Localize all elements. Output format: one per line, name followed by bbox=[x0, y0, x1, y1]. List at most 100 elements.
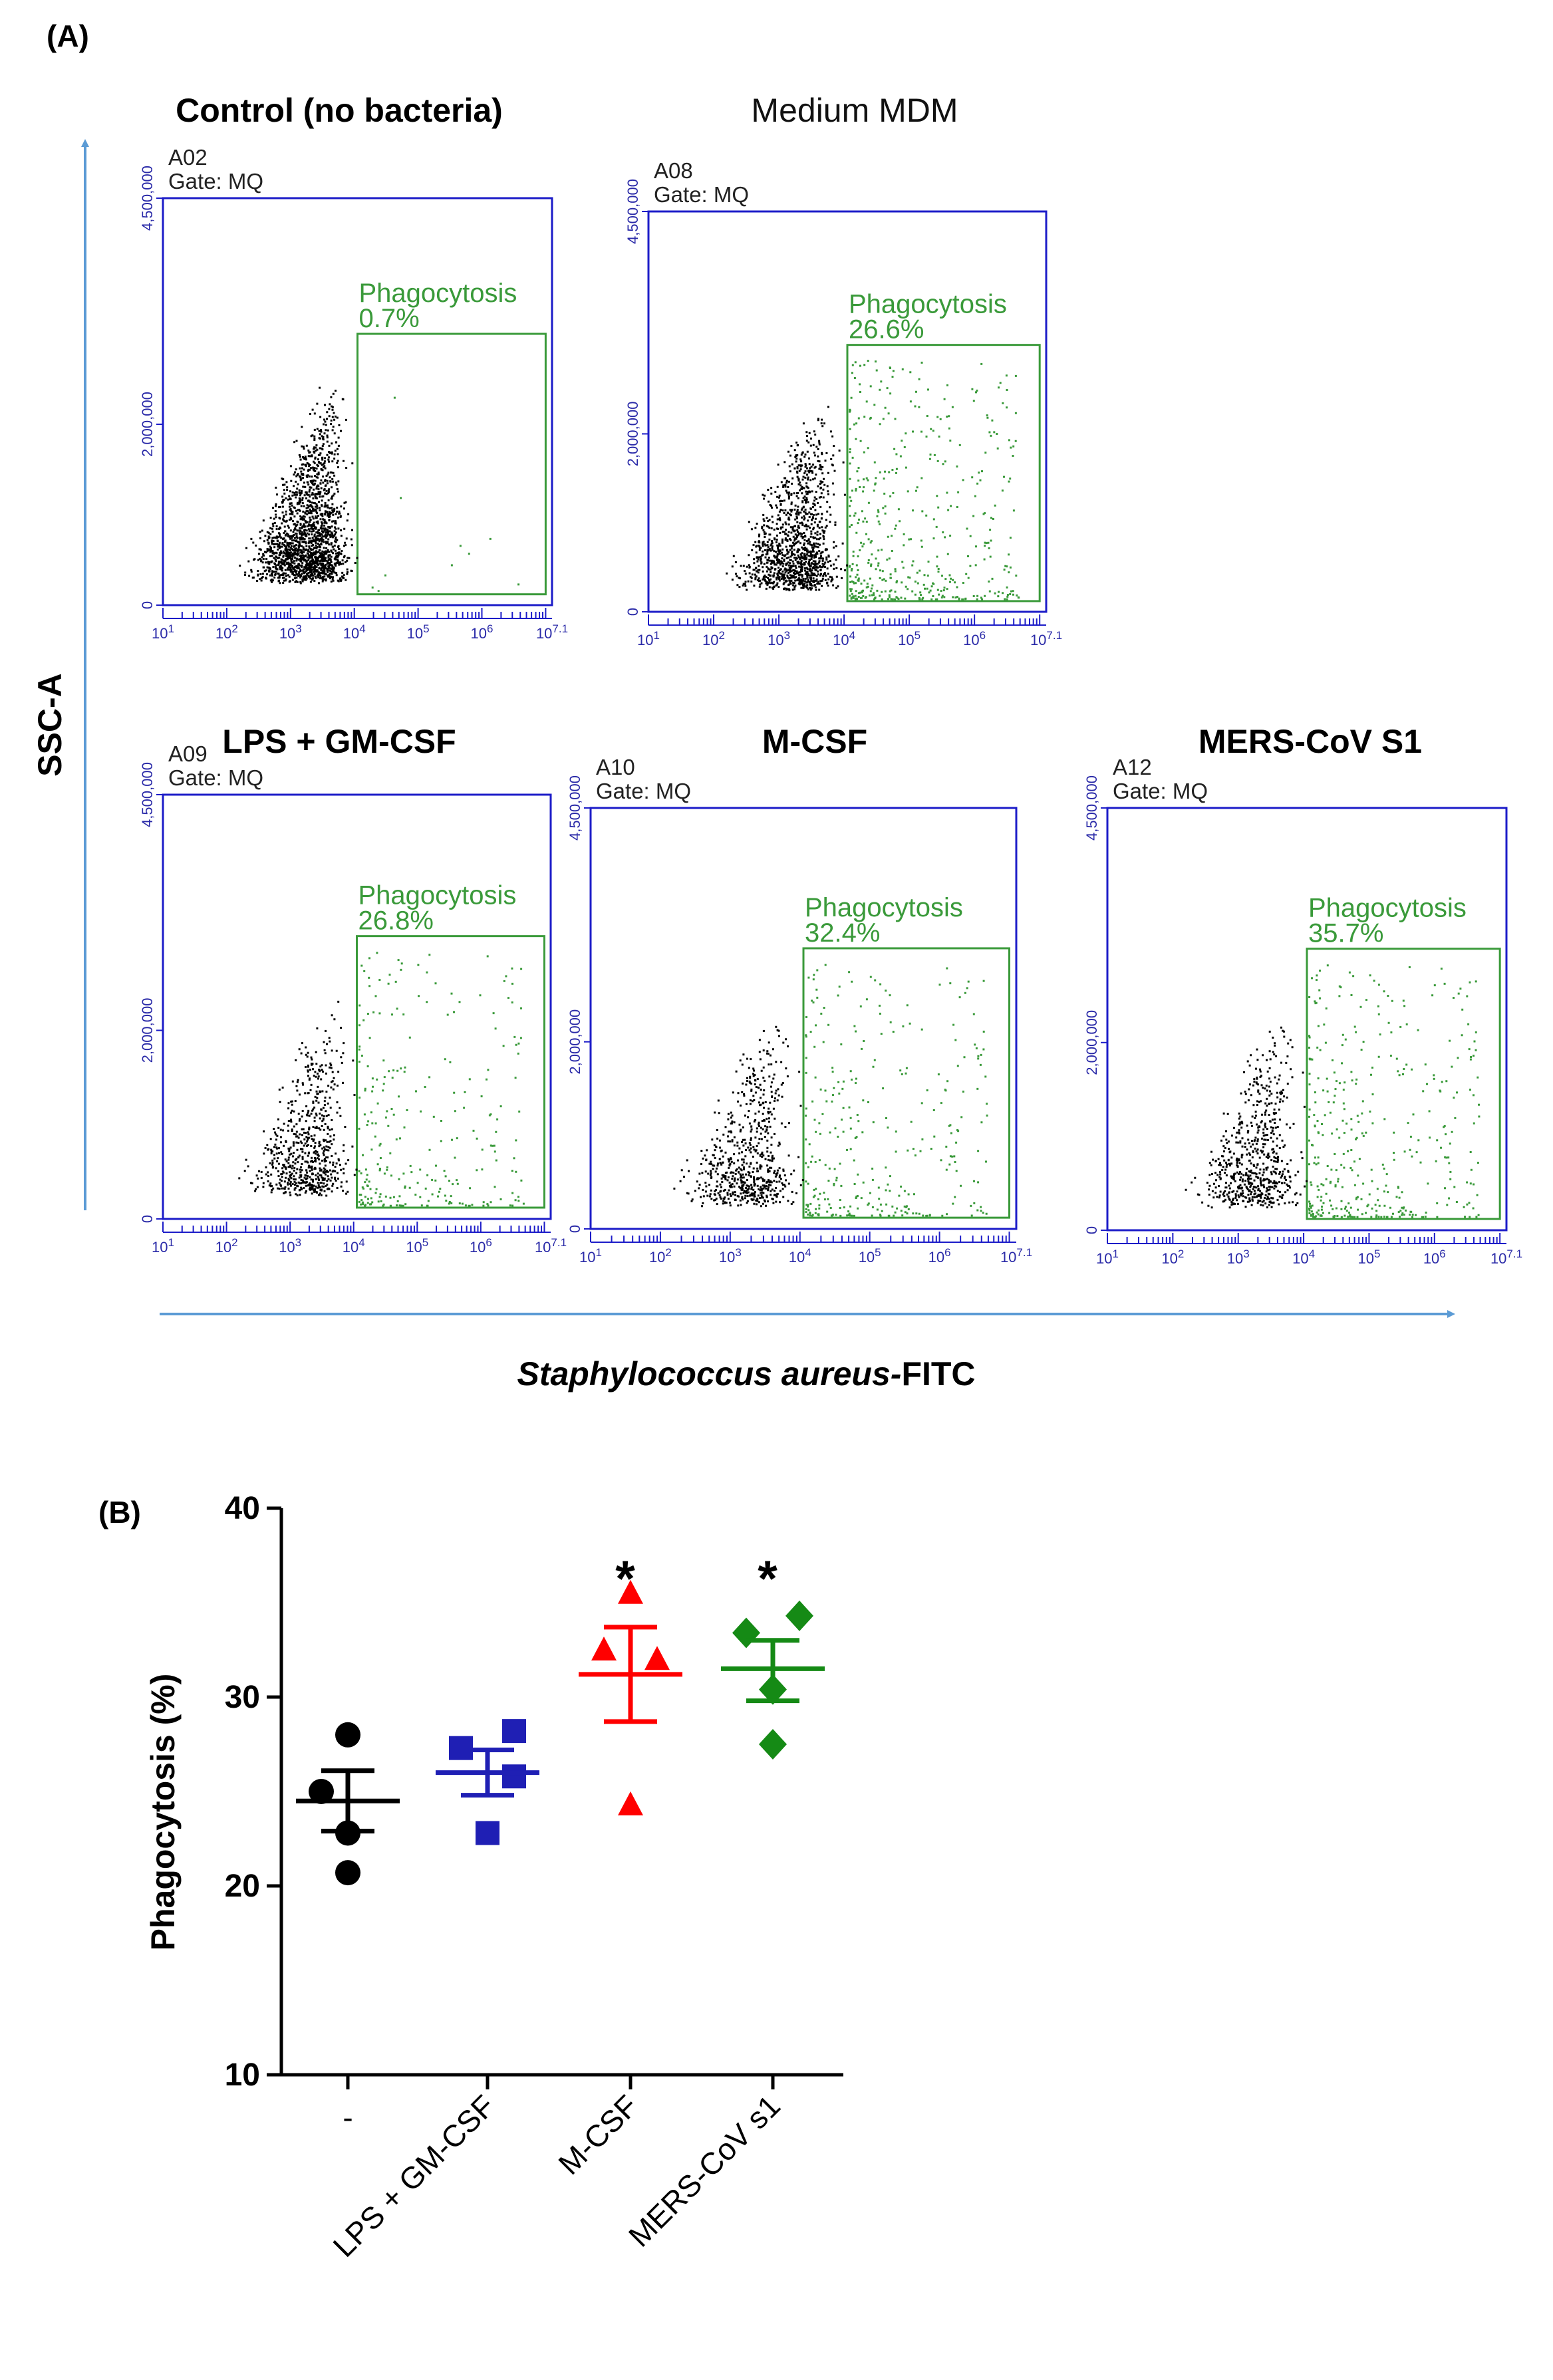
plot-frame bbox=[162, 197, 553, 606]
x-tick-base: 10 bbox=[702, 632, 718, 648]
gate-label: Gate: MQ bbox=[596, 779, 691, 803]
x-tick-base: 10 bbox=[1357, 1250, 1373, 1267]
x-tick-label: 107.1 bbox=[535, 1236, 567, 1256]
x-tick-exponent: 3 bbox=[295, 622, 301, 635]
gate-label: Gate: MQ bbox=[168, 169, 263, 194]
y-tick-label: 0 bbox=[139, 1215, 156, 1223]
x-tick-label: 104 bbox=[343, 622, 366, 642]
x-tick-label: 107.1 bbox=[1000, 1246, 1032, 1265]
event-cloud bbox=[673, 964, 988, 1217]
group-1 bbox=[436, 1719, 539, 1845]
events-outside-gate bbox=[238, 1000, 358, 1197]
phagocytosis-gate bbox=[846, 344, 1041, 602]
gate-label: Gate: MQ bbox=[168, 765, 263, 790]
plot-frame bbox=[162, 793, 552, 1220]
x-tick-label: 101 bbox=[579, 1246, 602, 1265]
x-tick-base: 10 bbox=[152, 625, 168, 642]
x-tick-exponent: 2 bbox=[719, 629, 725, 642]
data-point bbox=[591, 1637, 617, 1660]
x-tick-exponent: 7.1 bbox=[1016, 1246, 1032, 1259]
panel-a-x-axis: Staphylococcus aureus-FITC bbox=[160, 1310, 1455, 1392]
events-outside-gate bbox=[726, 406, 848, 592]
x-tick-label: 107.1 bbox=[1030, 629, 1062, 648]
x-tick-exponent: 1 bbox=[1113, 1248, 1119, 1260]
data-point bbox=[502, 1719, 526, 1744]
x-tick-exponent: 1 bbox=[596, 1246, 602, 1259]
x-tick-exponent: 3 bbox=[784, 629, 790, 642]
gate-name: Phagocytosis bbox=[849, 290, 1007, 319]
x-category-label: M-CSF bbox=[551, 2088, 644, 2181]
x-tick-base: 10 bbox=[768, 632, 783, 648]
x-tick-label: 101 bbox=[1096, 1248, 1119, 1267]
y-tick-label: 10 bbox=[225, 2057, 260, 2093]
y-tick-label: 4,500,000 bbox=[139, 762, 156, 827]
x-tick-base: 10 bbox=[833, 632, 849, 648]
x-tick-exponent: 2 bbox=[231, 1236, 237, 1249]
y-tick-label: 20 bbox=[225, 1869, 260, 1904]
event-cloud bbox=[1185, 964, 1481, 1218]
panel-a-label: (A) bbox=[47, 19, 89, 53]
panel-b-label: (B) bbox=[98, 1495, 141, 1529]
gate-name: Phagocytosis bbox=[358, 881, 517, 910]
x-tick-exponent: 3 bbox=[735, 1246, 741, 1259]
gate-name: Phagocytosis bbox=[805, 893, 963, 922]
sample-id: A12 bbox=[1113, 755, 1152, 779]
x-tick-label: 102 bbox=[215, 622, 238, 642]
x-tick-base: 10 bbox=[1490, 1250, 1506, 1267]
x-tick-exponent: 3 bbox=[295, 1236, 301, 1249]
y-tick-label: 2,000,000 bbox=[139, 392, 156, 457]
x-tick-base: 10 bbox=[279, 625, 295, 642]
data-point bbox=[644, 1646, 670, 1670]
x-tick-base: 10 bbox=[279, 1239, 295, 1256]
flow-title: Control (no bacteria) bbox=[176, 92, 503, 129]
gate-value: 26.8% bbox=[358, 906, 434, 936]
sample-id: A10 bbox=[596, 755, 635, 779]
panel-a-x-label-rest: FITC bbox=[901, 1355, 975, 1392]
group-0 bbox=[296, 1722, 400, 1886]
events-inside-gate bbox=[849, 360, 1020, 600]
y-tick-label: 0 bbox=[1083, 1226, 1100, 1234]
y-tick-label: 4,500,000 bbox=[625, 179, 641, 244]
significance-star: * bbox=[758, 1551, 777, 1607]
flow-title: M-CSF bbox=[762, 723, 867, 760]
y-tick-label: 0 bbox=[567, 1225, 583, 1233]
data-point bbox=[335, 1860, 360, 1886]
y-tick-label: 40 bbox=[225, 1491, 260, 1526]
event-cloud bbox=[238, 952, 525, 1207]
x-tick-exponent: 6 bbox=[486, 1236, 492, 1249]
event-cloud bbox=[726, 360, 1020, 600]
x-tick-exponent: 4 bbox=[1309, 1248, 1315, 1260]
x-tick-exponent: 1 bbox=[168, 1236, 174, 1249]
x-tick-base: 10 bbox=[637, 632, 653, 648]
sample-id: A02 bbox=[168, 145, 208, 170]
sample-id: A09 bbox=[168, 741, 208, 766]
events-outside-gate bbox=[673, 1025, 804, 1208]
x-tick-label: 105 bbox=[407, 622, 430, 642]
x-tick-exponent: 7.1 bbox=[552, 622, 568, 635]
x-tick-label: 105 bbox=[859, 1246, 881, 1265]
x-tick-base: 10 bbox=[536, 625, 552, 642]
data-point bbox=[732, 1617, 760, 1649]
x-tick-base: 10 bbox=[406, 1239, 422, 1256]
gate-label: Gate: MQ bbox=[654, 182, 749, 207]
x-tick-label: 101 bbox=[152, 1236, 174, 1256]
x-tick-exponent: 6 bbox=[487, 622, 493, 635]
significance-star: * bbox=[615, 1551, 635, 1607]
x-tick-exponent: 1 bbox=[654, 629, 660, 642]
x-tick-base: 10 bbox=[1000, 1249, 1016, 1265]
x-tick-base: 10 bbox=[898, 632, 914, 648]
x-tick-exponent: 6 bbox=[1439, 1248, 1445, 1260]
x-tick-label: 106 bbox=[471, 622, 494, 642]
panel-b-y-label: Phagocytosis (%) bbox=[144, 1674, 182, 1951]
panel-a-x-label-italic: Staphylococcus aureus- bbox=[517, 1355, 901, 1392]
x-tick-base: 10 bbox=[649, 1249, 665, 1265]
plot-frame bbox=[1106, 807, 1508, 1232]
x-tick-base: 10 bbox=[928, 1249, 944, 1265]
x-tick-base: 10 bbox=[963, 632, 979, 648]
gate-name: Phagocytosis bbox=[1308, 894, 1467, 923]
